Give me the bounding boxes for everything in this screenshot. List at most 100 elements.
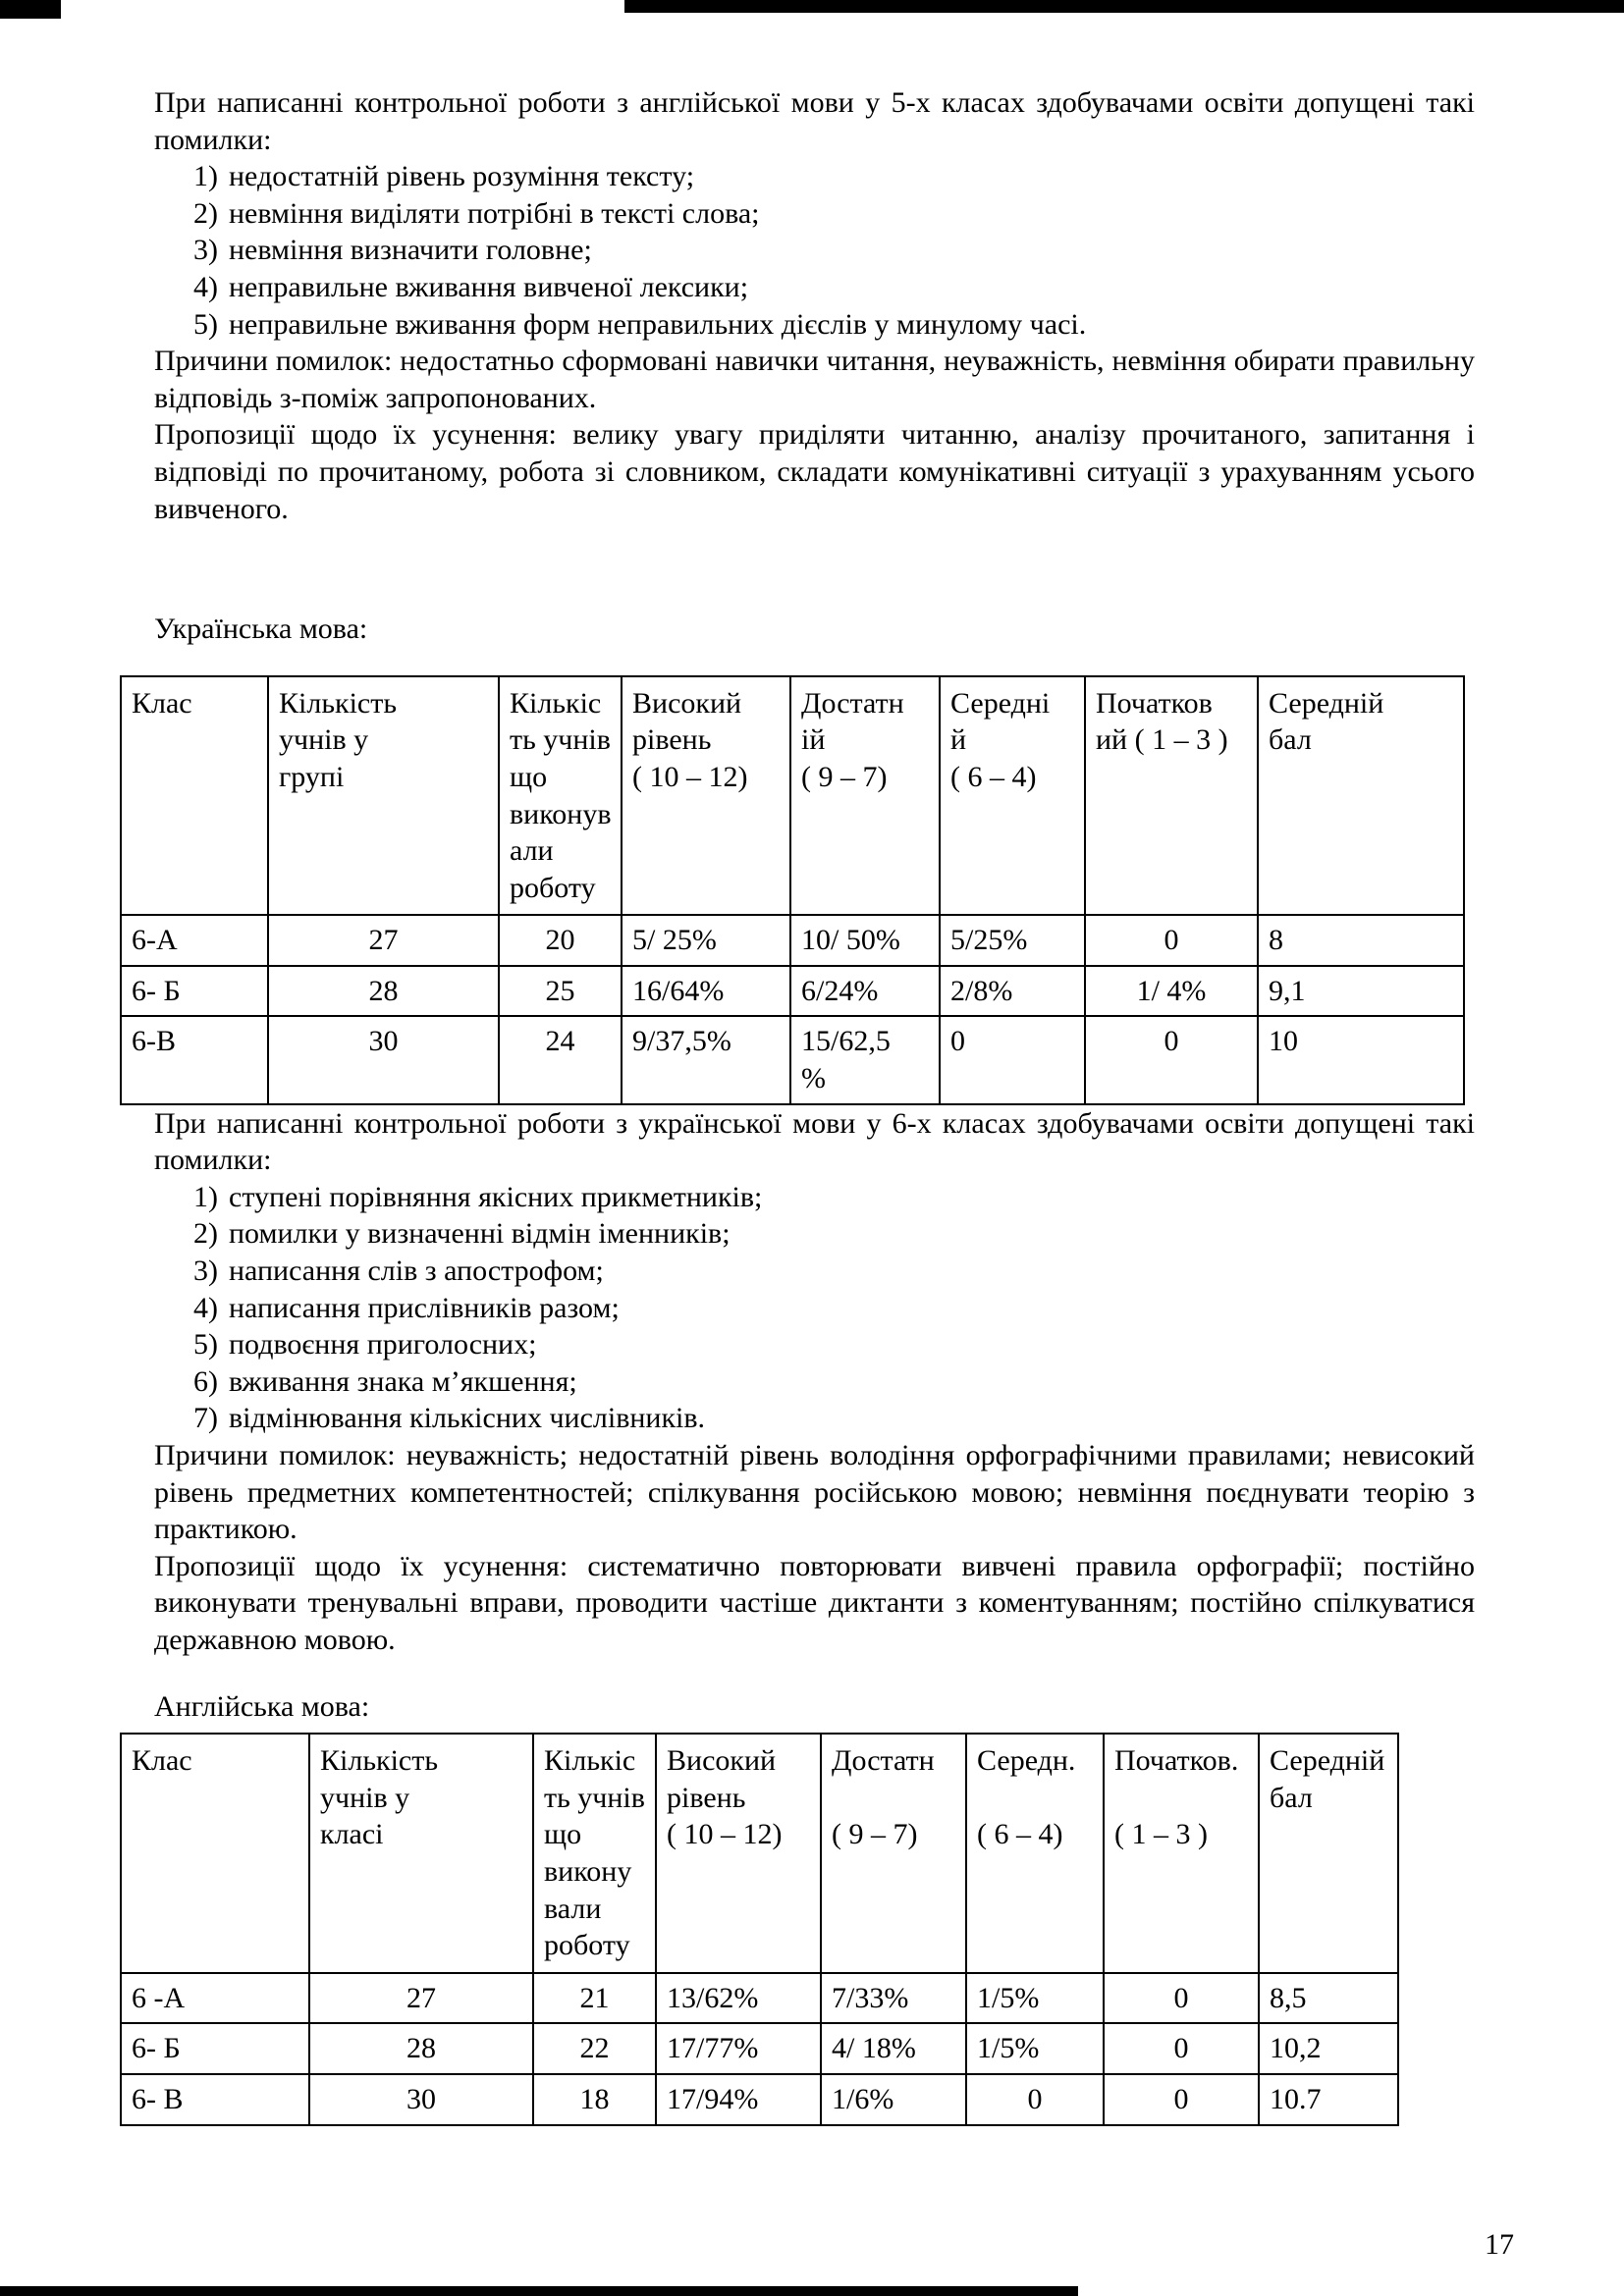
list-item: 4) неправильне вживання вивченої лексики; <box>154 269 1475 306</box>
paragraph-english-causes: Причини помилок: недостатньо сформовані … <box>154 345 1475 414</box>
col-header: Достатн ( 9 – 7) <box>820 1733 967 1974</box>
table-cell: 6 -А <box>120 1971 310 2025</box>
english-mistakes-list: 1) недостатній рівень розуміння тексту; 2… <box>154 158 1475 343</box>
table-cell: 21 <box>532 1971 657 2025</box>
table-cell: 6- В <box>120 2072 310 2126</box>
list-item-number: 6) <box>193 1364 218 1398</box>
table-cell: 15/62,5 % <box>789 1015 941 1105</box>
table-row: 6- Б 28 25 16/64% 6/24% 2/8% 1/ 4% 9,1 <box>120 964 1465 1018</box>
list-item: 5) подвоєння приголосних; <box>154 1326 1475 1363</box>
list-item: 2) невміння виділяти потрібні в тексті сл… <box>154 195 1475 233</box>
table-cell: 10/ 50% <box>789 914 941 967</box>
table-cell: 20 <box>498 914 623 967</box>
list-item: 5) неправильне вживання форм неправильних… <box>154 306 1475 344</box>
list-item-number: 2) <box>193 1217 218 1251</box>
col-header: Кількість учнів у групі <box>267 674 500 917</box>
list-item: 6) вживання знака м’якшення; <box>154 1363 1475 1401</box>
list-item-text: невміння виділяти потрібні в тексті слов… <box>229 196 760 230</box>
table-cell: 22 <box>532 2022 657 2075</box>
table-cell: 17/94% <box>655 2072 822 2126</box>
list-item-text: невміння визначити головне; <box>229 234 592 267</box>
paragraph-ukrainian-proposals: Пропозиції щодо їх усунення: систематичн… <box>154 1549 1475 1656</box>
paragraph-english-intro: При написанні контрольної роботи з англі… <box>154 86 1475 156</box>
list-item: 3) написання слів з апострофом; <box>154 1253 1475 1290</box>
table-cell: 1/5% <box>965 1971 1105 2025</box>
scan-artifact-bottom-bar <box>0 2286 1078 2296</box>
col-header: Середній бал <box>1258 1733 1399 1974</box>
table-cell: 9/37,5% <box>621 1015 791 1105</box>
list-item-number: 2) <box>193 196 218 230</box>
table-cell: 0 <box>1103 2022 1260 2075</box>
english-table-title: Англійська мова: <box>154 1689 370 1723</box>
table-cell: 1/6% <box>820 2072 967 2126</box>
col-header: Кількість учнів у класі <box>308 1733 534 1974</box>
table-cell: 17/77% <box>655 2022 822 2075</box>
table-cell: 6- Б <box>120 964 269 1018</box>
list-item-text: написання слів з апострофом; <box>229 1255 604 1288</box>
list-item-number: 1) <box>193 160 218 193</box>
list-item-number: 7) <box>193 1402 218 1435</box>
table-cell: 27 <box>308 1971 534 2025</box>
list-item: 2) помилки у визначенні відмін іменників; <box>154 1215 1475 1253</box>
table-row: 6-В 30 24 9/37,5% 15/62,5 % 0 0 10 <box>120 1015 1465 1105</box>
list-item: 7) відмінювання кількісних числівників. <box>154 1400 1475 1437</box>
table-cell: 5/ 25% <box>621 914 791 967</box>
col-header: Середній бал <box>1257 674 1465 917</box>
col-header: Кількіс ть учнів що виконув али роботу <box>498 674 623 917</box>
table-cell: 8 <box>1257 914 1465 967</box>
table-cell: 6/24% <box>789 964 941 1018</box>
list-item-number: 3) <box>193 1255 218 1288</box>
table-cell: 10,2 <box>1258 2022 1399 2075</box>
table-cell: 25 <box>498 964 623 1018</box>
col-header: Середн. ( 6 – 4) <box>965 1733 1105 1974</box>
table-cell: 6- Б <box>120 2022 310 2075</box>
table-cell: 0 <box>1103 1971 1260 2025</box>
list-item: 4) написання прислівників разом; <box>154 1290 1475 1327</box>
list-item-text: вживання знака м’якшення; <box>229 1364 577 1398</box>
table-cell: 18 <box>532 2072 657 2126</box>
page-number: 17 <box>1485 2228 1514 2261</box>
table-cell: 1/5% <box>965 2022 1105 2075</box>
table-cell: 10 <box>1257 1015 1465 1105</box>
list-item-number: 3) <box>193 234 218 267</box>
table-header-row: Клас Кількість учнів у групі Кількіс ть … <box>120 674 1465 917</box>
table-cell: 24 <box>498 1015 623 1105</box>
list-item: 1) ступені порівняння якісних прикметникі… <box>154 1179 1475 1216</box>
ukrainian-results-table: Клас Кількість учнів у групі Кількіс ть … <box>120 674 1465 1105</box>
list-item-text: відмінювання кількісних числівників. <box>229 1402 706 1435</box>
list-item: 1) недостатній рівень розуміння тексту; <box>154 158 1475 195</box>
col-header: Кількіс ть учнів що викону вали роботу <box>532 1733 657 1974</box>
list-item-text: неправильне вживання вивченої лексики; <box>229 270 749 303</box>
table-cell: 10.7 <box>1258 2072 1399 2126</box>
table-cell: 28 <box>308 2022 534 2075</box>
list-item-text: подвоєння приголосних; <box>229 1328 537 1362</box>
list-item-text: недостатній рівень розуміння тексту; <box>229 160 695 193</box>
english-results-table: Клас Кількість учнів у класі Кількіс ть … <box>120 1733 1399 2126</box>
paragraph-ukrainian-intro: При написанні контрольної роботи з украї… <box>154 1106 1475 1177</box>
scan-artifact-top-left <box>0 0 61 19</box>
table-cell: 1/ 4% <box>1084 964 1259 1018</box>
table-cell: 9,1 <box>1257 964 1465 1018</box>
list-item-number: 5) <box>193 307 218 341</box>
paragraph-ukrainian-causes: Причини помилок: неуважність; недостатні… <box>154 1439 1475 1546</box>
table-cell: 7/33% <box>820 1971 967 2025</box>
table-cell: 6-В <box>120 1015 269 1105</box>
table-cell: 0 <box>1103 2072 1260 2126</box>
list-item-number: 5) <box>193 1328 218 1362</box>
table-cell: 30 <box>267 1015 500 1105</box>
table-cell: 2/8% <box>939 964 1086 1018</box>
ukrainian-mistakes-list: 1) ступені порівняння якісних прикметникі… <box>154 1179 1475 1437</box>
document-page: При написанні контрольної роботи з англі… <box>120 86 1475 2126</box>
table-cell: 0 <box>965 2072 1105 2126</box>
table-row: 6 -А 27 21 13/62% 7/33% 1/5% 0 8,5 <box>120 1971 1399 2025</box>
col-header: Клас <box>120 674 269 917</box>
table-cell: 30 <box>308 2072 534 2126</box>
col-header: Клас <box>120 1733 310 1974</box>
ukrainian-table-title: Українська мова: <box>154 613 368 646</box>
col-header: Високий рівень ( 10 – 12) <box>655 1733 822 1974</box>
table-cell: 5/25% <box>939 914 1086 967</box>
col-header: Високий рівень ( 10 – 12) <box>621 674 791 917</box>
col-header: Початков ий ( 1 – 3 ) <box>1084 674 1259 917</box>
list-item-text: ступені порівняння якісних прикметників; <box>229 1180 763 1213</box>
list-item-text: написання прислівників разом; <box>229 1291 620 1324</box>
